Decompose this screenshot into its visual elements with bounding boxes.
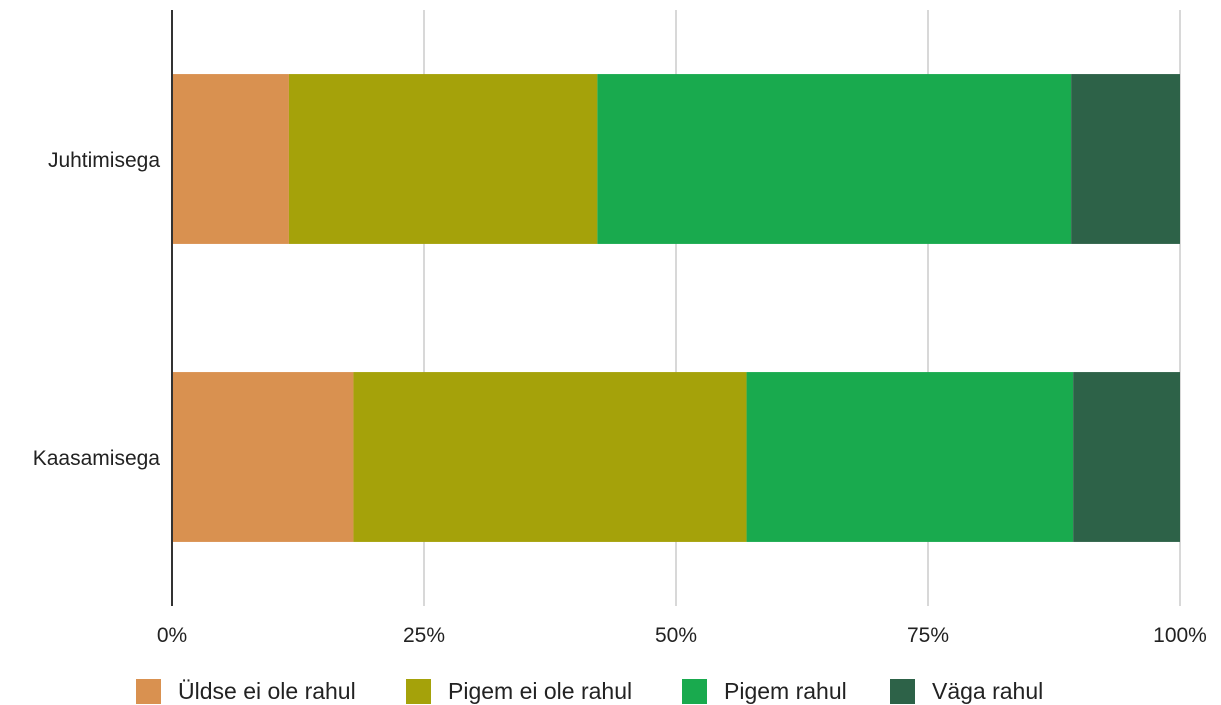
legend-swatch xyxy=(890,679,915,704)
category-labels: Juhtimisega Kaasamisega xyxy=(33,149,161,470)
category-label: Kaasamisega xyxy=(33,447,161,470)
bar-segment xyxy=(597,74,1072,244)
legend-label: Pigem rahul xyxy=(724,678,847,704)
legend-label: Üldse ei ole rahul xyxy=(178,678,356,704)
bar-segment xyxy=(1073,372,1180,542)
x-tick-label: 25% xyxy=(403,624,445,647)
legend-swatch xyxy=(406,679,431,704)
legend-swatch xyxy=(136,679,161,704)
x-tick-label: 0% xyxy=(157,624,187,647)
x-tick-labels: 0% 25% 50% 75% 100% xyxy=(157,624,1207,647)
bar-segment xyxy=(172,74,289,244)
legend: Üldse ei ole rahul Pigem ei ole rahul Pige… xyxy=(0,672,1221,705)
legend-item: Pigem ei ole rahul xyxy=(406,678,632,705)
bar-segment xyxy=(353,372,747,542)
category-label: Juhtimisega xyxy=(48,149,160,172)
legend-swatch xyxy=(682,679,707,704)
bar-segment xyxy=(1071,74,1180,244)
x-tick-label: 100% xyxy=(1153,624,1207,647)
legend-item: Üldse ei ole rahul xyxy=(136,678,356,705)
x-tick-label: 50% xyxy=(655,624,697,647)
legend-label: Pigem ei ole rahul xyxy=(448,678,633,704)
bar-segment xyxy=(288,74,598,244)
legend-item: Pigem rahul xyxy=(682,678,847,705)
x-tick-label: 75% xyxy=(907,624,949,647)
bars xyxy=(172,74,1180,542)
bar-segment xyxy=(746,372,1074,542)
legend-item: Väga rahul xyxy=(890,678,1043,705)
legend-label: Väga rahul xyxy=(932,678,1044,704)
bar-segment xyxy=(172,372,354,542)
